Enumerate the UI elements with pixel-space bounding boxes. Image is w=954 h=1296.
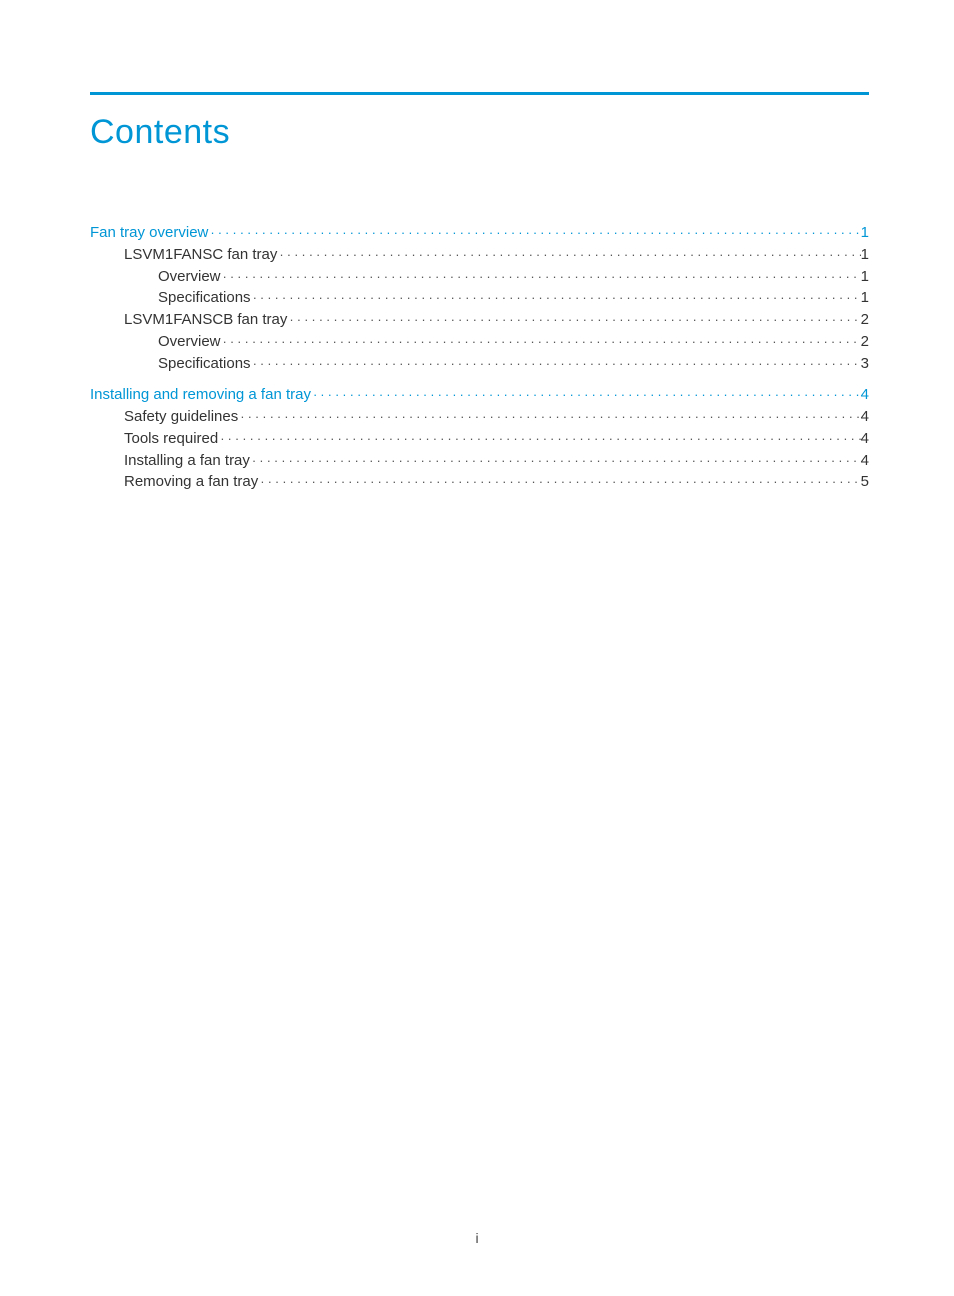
toc-entry-label: Specifications (158, 287, 251, 309)
toc-entry-label: Installing a fan tray (124, 450, 250, 472)
toc-leader (221, 333, 861, 352)
toc-entry-page: 2 (861, 331, 869, 353)
toc-entry-page: 4 (861, 384, 869, 406)
toc-entry[interactable]: Overview 1 (158, 266, 869, 288)
toc-entry-page: 1 (861, 244, 869, 266)
toc-entry-label: Installing and removing a fan tray (90, 384, 311, 406)
page-title: Contents (90, 113, 869, 152)
toc-entry[interactable]: Overview 2 (158, 331, 869, 353)
toc-entry-page: 1 (861, 287, 869, 309)
toc-entry-page: 1 (861, 266, 869, 288)
toc-entry[interactable]: Specifications 3 (158, 353, 869, 375)
toc-entry[interactable]: Installing and removing a fan tray 4 (90, 384, 869, 406)
toc-leader (221, 268, 861, 287)
page-number-footer: i (0, 1230, 954, 1246)
toc-leader (251, 289, 861, 308)
toc-entry-page: 4 (861, 406, 869, 428)
toc-entry-page: 3 (861, 353, 869, 375)
toc-entry-page: 2 (861, 309, 869, 331)
toc-entry-label: Fan tray overview (90, 222, 208, 244)
toc-leader (251, 355, 861, 374)
toc-entry[interactable]: LSVM1FANSC fan tray 1 (124, 244, 869, 266)
toc-entry-page: 5 (861, 471, 869, 493)
toc-leader (250, 452, 861, 471)
toc-leader (311, 386, 861, 405)
toc-entry[interactable]: Specifications 1 (158, 287, 869, 309)
top-rule (90, 92, 869, 95)
toc-entry-label: Removing a fan tray (124, 471, 258, 493)
toc-entry-label: Specifications (158, 353, 251, 375)
toc-entry-label: Tools required (124, 428, 218, 450)
toc-entry[interactable]: Installing a fan tray 4 (124, 450, 869, 472)
toc-leader (238, 408, 860, 427)
toc-leader (258, 473, 860, 492)
table-of-contents: Fan tray overview1LSVM1FANSC fan tray1Ov… (90, 222, 869, 493)
toc-leader (277, 246, 860, 265)
toc-entry-label: Overview (158, 266, 221, 288)
toc-entry[interactable]: Fan tray overview 1 (90, 222, 869, 244)
toc-entry-label: Overview (158, 331, 221, 353)
toc-leader (287, 311, 860, 330)
toc-entry[interactable]: Safety guidelines 4 (124, 406, 869, 428)
toc-leader (218, 430, 860, 449)
toc-entry-page: 1 (861, 222, 869, 244)
toc-entry-page: 4 (861, 450, 869, 472)
page-container: Contents Fan tray overview1LSVM1FANSC fa… (0, 0, 954, 493)
toc-entry-label: LSVM1FANSCB fan tray (124, 309, 287, 331)
toc-entry[interactable]: Tools required 4 (124, 428, 869, 450)
toc-entry-label: LSVM1FANSC fan tray (124, 244, 277, 266)
toc-entry-page: 4 (861, 428, 869, 450)
toc-leader (208, 224, 860, 243)
toc-entry[interactable]: LSVM1FANSCB fan tray 2 (124, 309, 869, 331)
toc-entry-label: Safety guidelines (124, 406, 238, 428)
toc-entry[interactable]: Removing a fan tray 5 (124, 471, 869, 493)
